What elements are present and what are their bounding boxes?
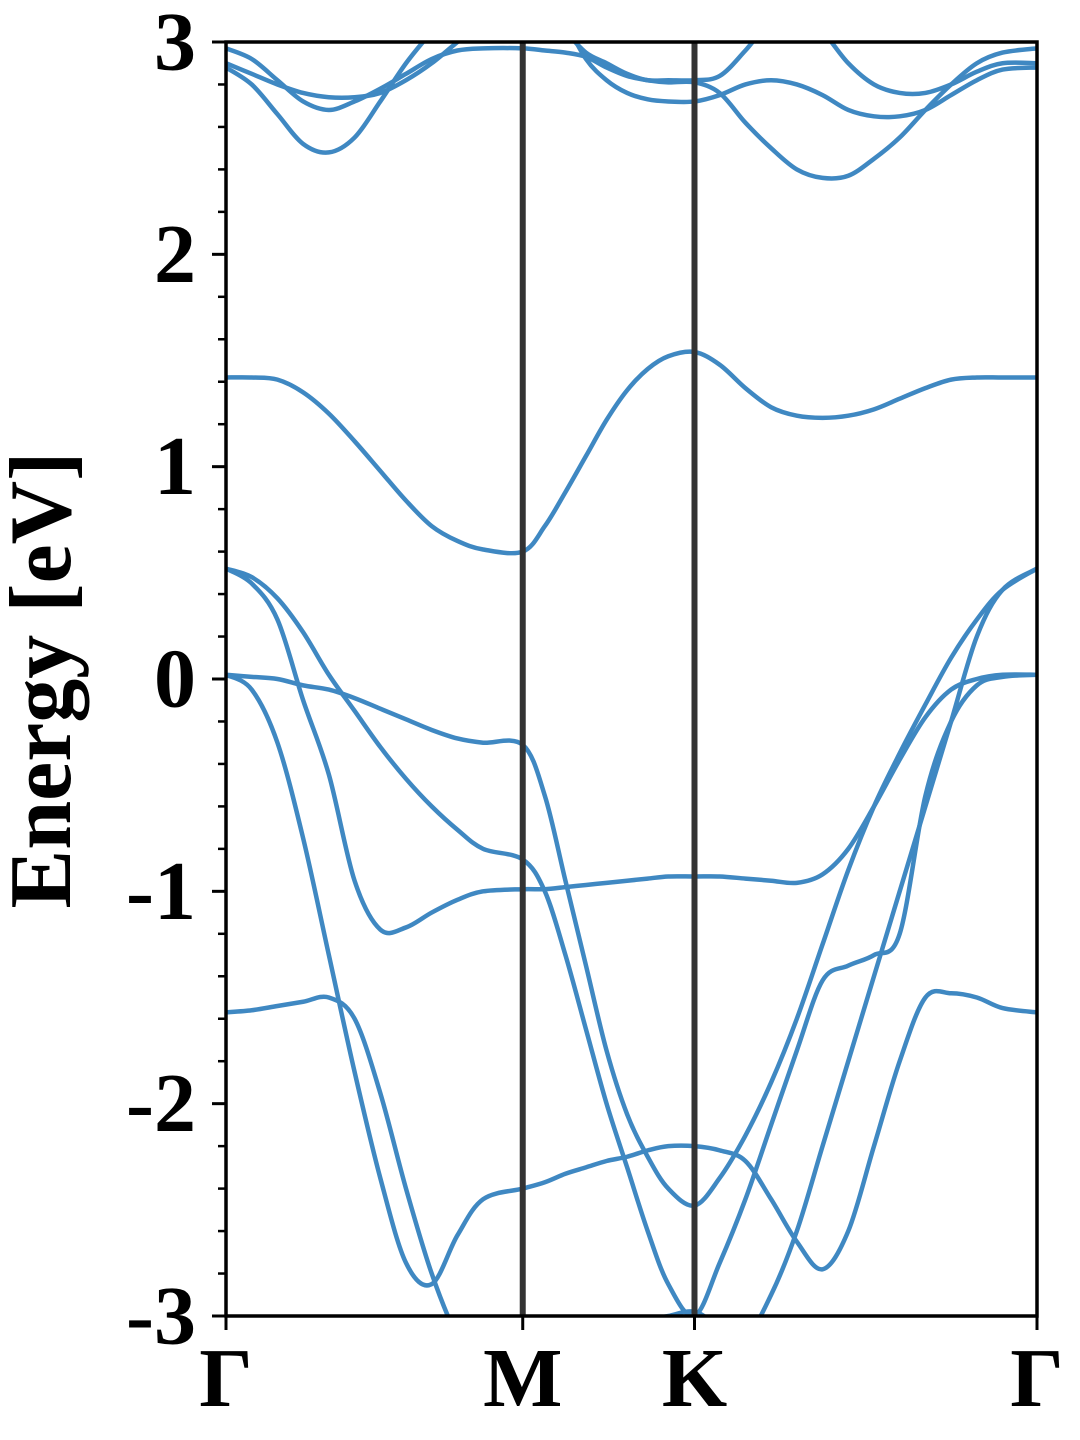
band-line: [226, 672, 1037, 1288]
band-line: [226, 566, 1037, 1208]
y-tick-label: 3: [154, 0, 196, 89]
band-line: [226, 42, 1037, 155]
bands: [226, 42, 1037, 1316]
band-line: [226, 349, 1037, 556]
y-tick-label: -1: [126, 845, 196, 938]
band-line: [226, 42, 1037, 100]
y-tick-label: -3: [126, 1270, 196, 1363]
x-tick-label: Γ: [199, 1332, 252, 1425]
y-tick-label: 0: [154, 633, 196, 726]
band-line: [226, 566, 1037, 936]
y-axis-label: Energy [eV]: [0, 452, 90, 909]
band-line: [226, 566, 1037, 1316]
x-tick-label: Γ: [1010, 1332, 1063, 1425]
band-line: [226, 566, 1037, 1316]
y-tick-label: -2: [126, 1057, 196, 1150]
y-tick-label: 1: [154, 420, 196, 513]
x-tick-label: M: [483, 1332, 562, 1425]
y-tick-label: 2: [154, 208, 196, 301]
x-tick-label: K: [662, 1332, 727, 1425]
